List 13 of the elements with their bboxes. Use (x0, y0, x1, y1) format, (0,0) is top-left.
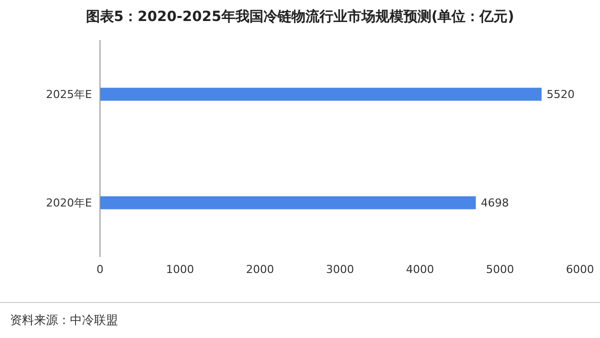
x-tick-label: 3000 (326, 262, 354, 276)
chart-title: 图表5：2020-2025年我国冷链物流行业市场规模预测(单位：亿元) (84, 8, 516, 26)
x-tick-label: 0 (96, 262, 104, 276)
y-tick-label: 2025年E (46, 88, 92, 102)
data-label: 5520 (546, 88, 575, 102)
text: 资料来源：中冷联盟 (10, 312, 118, 329)
data-label: 4698 (480, 196, 509, 210)
x-tick-label: 6000 (566, 262, 594, 276)
x-tick-label: 2000 (246, 262, 274, 276)
x-tick-label: 5000 (486, 262, 514, 276)
x-tick-label: 1000 (166, 262, 194, 276)
x-tick-label: 4000 (406, 262, 434, 276)
y-tick-label: 2020年E (46, 196, 92, 210)
